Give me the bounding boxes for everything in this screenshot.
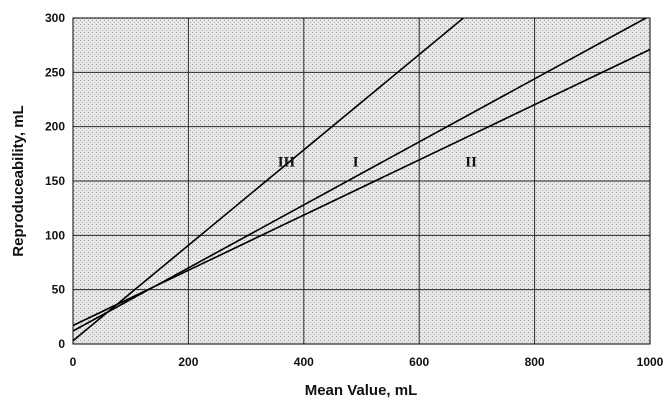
y-tick-label: 150 — [45, 174, 65, 188]
x-tick-label: 200 — [178, 355, 198, 369]
y-tick-label: 300 — [45, 11, 65, 25]
x-axis-title: Mean Value, mL — [305, 382, 418, 399]
plot-frame — [72, 17, 651, 345]
y-tick-label: 50 — [52, 283, 66, 297]
series-line-II — [72, 48, 651, 327]
x-tick-label: 400 — [294, 355, 314, 369]
x-tick-label: 600 — [409, 355, 429, 369]
x-tick-label: 1000 — [637, 355, 664, 369]
y-axis-ticks: 0 50 100 150 200 250 300 — [45, 11, 65, 351]
series-label-II: II — [465, 154, 477, 170]
x-axis-ticks: 0 200 400 600 800 1000 — [70, 355, 664, 369]
y-tick-label: 200 — [45, 120, 65, 134]
y-tick-label: 100 — [45, 228, 65, 242]
y-axis-title: Reproduceability, mL — [10, 105, 27, 256]
x-tick-label: 0 — [70, 355, 77, 369]
series-line-I — [72, 17, 647, 332]
series-lines — [72, 17, 651, 342]
series-label-III: III — [278, 154, 296, 170]
y-tick-label: 250 — [45, 65, 65, 79]
series-line-III — [72, 17, 464, 342]
x-tick-label: 800 — [525, 355, 545, 369]
series-label-I: I — [353, 154, 359, 170]
y-tick-label: 0 — [58, 337, 65, 351]
